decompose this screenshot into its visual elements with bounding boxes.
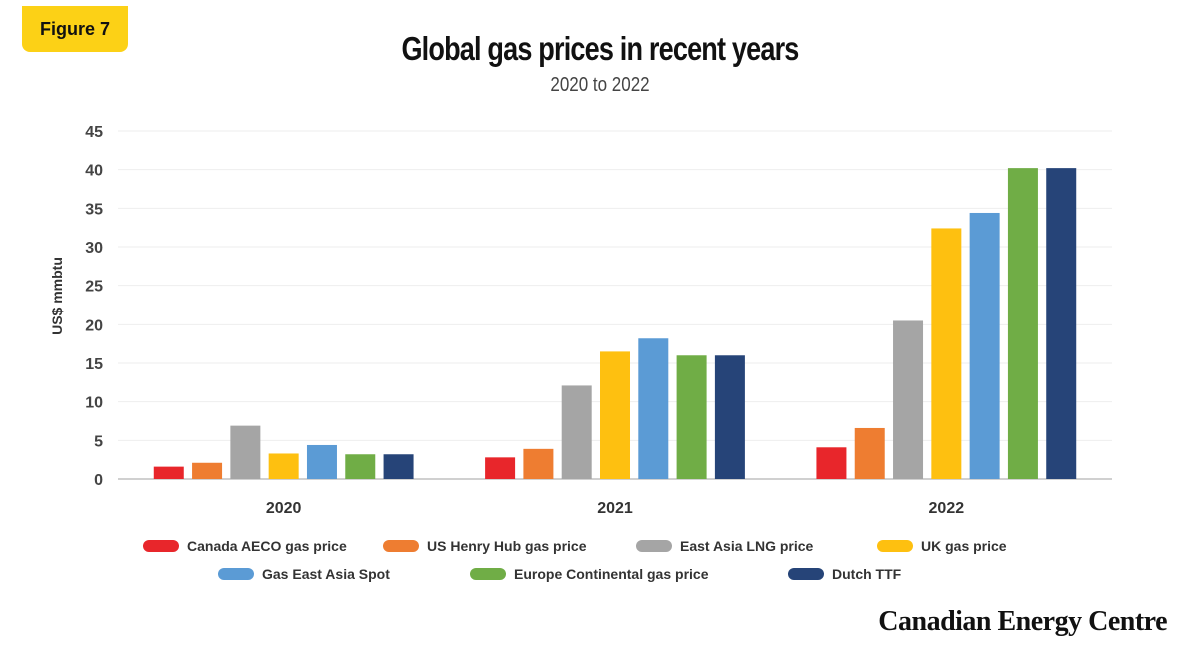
brand-logo: Canadian Energy Centre	[878, 606, 1167, 637]
legend-swatch	[877, 540, 913, 552]
bar	[268, 453, 299, 479]
figure-badge: Figure 7	[22, 6, 128, 52]
legend-item: Canada AECO gas price	[143, 538, 347, 554]
bar	[1046, 168, 1077, 479]
legend-label: East Asia LNG price	[680, 538, 814, 554]
legend-label: Canada AECO gas price	[187, 538, 347, 554]
legend-item: UK gas price	[877, 538, 1007, 554]
bar	[523, 448, 554, 479]
legend-swatch	[218, 568, 254, 580]
bar	[714, 355, 745, 479]
y-axis-label: US$ mmbtu	[49, 257, 65, 335]
legend-item: East Asia LNG price	[636, 538, 813, 554]
bar	[969, 212, 1000, 479]
bar	[306, 444, 337, 479]
bar	[638, 338, 669, 479]
y-tick-label: 15	[85, 356, 103, 373]
x-tick-label: 2021	[597, 500, 633, 517]
bar	[854, 427, 885, 479]
y-tick-label: 35	[85, 201, 103, 218]
bar	[230, 425, 261, 479]
y-tick-label: 5	[94, 433, 103, 450]
chart-title: Global gas prices in recent years	[401, 30, 799, 67]
bar	[676, 355, 707, 479]
y-tick-label: 10	[85, 395, 103, 412]
bar	[893, 320, 924, 479]
bar	[600, 351, 630, 479]
bar	[561, 385, 592, 479]
legend-item: Gas East Asia Spot	[218, 566, 390, 582]
legend-item: Europe Continental gas price	[470, 566, 708, 582]
y-tick-label: 30	[85, 240, 103, 257]
legend-label: Gas East Asia Spot	[262, 566, 390, 582]
bar	[931, 228, 962, 479]
legend-label: Dutch TTF	[832, 566, 902, 582]
bar	[383, 454, 414, 479]
legend-item: Dutch TTF	[788, 566, 901, 582]
bar	[816, 447, 847, 479]
legend-label: Europe Continental gas price	[514, 566, 709, 582]
x-tick-label: 2020	[266, 500, 302, 517]
y-tick-label: 45	[85, 124, 103, 141]
y-tick-label: 25	[85, 279, 103, 296]
bar	[1007, 168, 1038, 479]
legend-label: US Henry Hub gas price	[427, 538, 587, 554]
chart-subtitle: 2020 to 2022	[550, 74, 650, 96]
bar	[485, 457, 516, 479]
legend-swatch	[470, 568, 506, 580]
x-tick-label: 2022	[929, 500, 965, 517]
legend-item: US Henry Hub gas price	[383, 538, 587, 554]
bar	[192, 462, 223, 479]
legend-swatch	[636, 540, 672, 552]
legend-swatch	[383, 540, 419, 552]
y-tick-label: 20	[85, 317, 103, 334]
bar	[345, 454, 376, 479]
y-tick-label: 40	[85, 163, 103, 180]
bar	[153, 466, 184, 479]
legend-swatch	[143, 540, 179, 552]
legend-swatch	[788, 568, 824, 580]
legend-label: UK gas price	[921, 538, 1007, 554]
y-tick-label: 0	[94, 472, 103, 489]
